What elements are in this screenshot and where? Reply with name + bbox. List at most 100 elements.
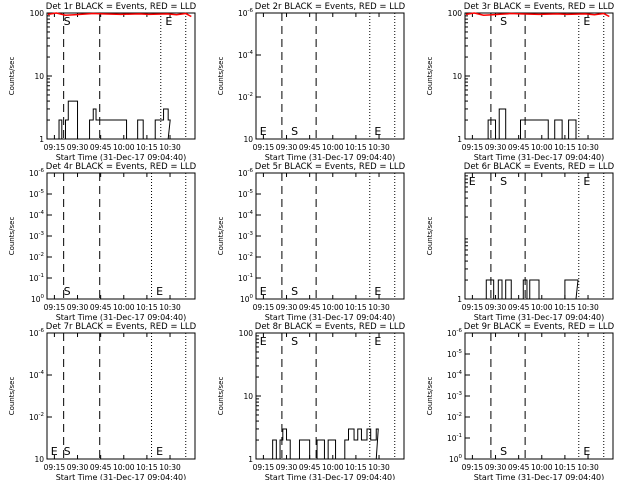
x-tick-label: 10:30	[159, 303, 181, 312]
y-tick-label: 100	[448, 9, 463, 18]
y-tick-label: 10-6	[238, 8, 254, 18]
panel-title: Det 7r BLACK = Events, RED = LLD	[46, 322, 197, 332]
y-tick-label: 1	[39, 135, 44, 144]
x-tick-label: 10:30	[577, 303, 599, 312]
y-axis-label: Counts/sec	[217, 377, 225, 416]
marker-s: S	[64, 15, 71, 28]
y-tick-label: 10-3	[29, 231, 45, 241]
x-tick-label: 09:45	[508, 143, 530, 152]
x-tick-label: 09:45	[299, 463, 321, 472]
x-tick-label: 09:30	[67, 303, 89, 312]
y-axis-label: Counts/sec	[426, 377, 434, 416]
y-tick-label: 10-2	[29, 412, 44, 422]
y-axis-label: Counts/sec	[8, 377, 16, 416]
x-axis-label: Start Time (31-Dec-17 09:04:40)	[265, 153, 396, 162]
x-tick-label: 10:15	[554, 143, 576, 152]
y-tick-label: 100	[30, 9, 45, 18]
x-tick-label: 10:15	[345, 303, 367, 312]
marker-s: S	[291, 285, 298, 298]
lld-series	[47, 12, 192, 18]
x-tick-label: 09:30	[67, 143, 89, 152]
x-tick-label: 10:30	[368, 143, 390, 152]
marker-e: E	[583, 175, 590, 188]
marker-e: E	[374, 335, 381, 348]
x-tick-label: 10:00	[531, 143, 553, 152]
x-tick-label: 10:00	[113, 463, 135, 472]
plot-frame	[46, 332, 196, 460]
x-tick-label: 10:30	[577, 143, 599, 152]
y-tick-label: 10-6	[238, 168, 254, 178]
x-tick-label: 10:15	[136, 303, 158, 312]
x-tick-label: 09:15	[44, 303, 66, 312]
y-tick-label: 10-2	[447, 412, 462, 422]
x-tick-label: 10:00	[113, 143, 135, 152]
marker-e: E	[260, 125, 267, 138]
y-tick-label: 10-5	[238, 189, 254, 199]
y-axis-label: Counts/sec	[217, 217, 225, 256]
marker-e: E	[583, 15, 590, 28]
panel-title: Det 8r BLACK = Events, RED = LLD	[255, 322, 406, 332]
y-tick-label: 1	[457, 135, 462, 144]
plot-frame	[255, 12, 405, 140]
y-tick-label: 10-3	[238, 231, 254, 241]
x-tick-label: 09:45	[299, 143, 321, 152]
x-tick-label: 09:30	[485, 463, 507, 472]
y-tick-label: 10-2	[238, 252, 253, 262]
x-tick-label: 09:30	[485, 303, 507, 312]
y-tick-label: 10	[243, 135, 253, 144]
y-tick-label: 100	[240, 294, 254, 304]
x-tick-label: 09:30	[67, 463, 89, 472]
marker-e: E	[469, 175, 476, 188]
marker-s: S	[291, 335, 298, 348]
y-tick-label: 10-2	[29, 252, 44, 262]
marker-e: E	[260, 335, 267, 348]
events-series	[483, 279, 579, 300]
y-tick-label: 10-1	[29, 273, 44, 283]
x-tick-label: 10:30	[368, 463, 390, 472]
y-tick-label: 1	[457, 295, 462, 304]
lld-series	[465, 12, 610, 18]
x-axis-label: Start Time (31-Dec-17 09:04:40)	[56, 473, 187, 480]
y-tick-label: 10-4	[29, 210, 45, 220]
x-axis-label: Start Time (31-Dec-17 09:04:40)	[474, 313, 605, 322]
y-tick-label: 10	[243, 392, 253, 401]
y-axis-label: Counts/sec	[8, 217, 16, 256]
panel-title: Det 3r BLACK = Events, RED = LLD	[464, 2, 615, 12]
x-tick-label: 10:00	[531, 463, 553, 472]
y-tick-label: 10-2	[238, 92, 253, 102]
y-tick-label: 10-4	[447, 370, 463, 380]
y-tick-label: 100	[239, 329, 254, 338]
y-tick-label: 10-1	[238, 273, 253, 283]
x-tick-label: 10:00	[113, 303, 135, 312]
x-tick-label: 09:45	[508, 463, 530, 472]
x-tick-label: 09:30	[276, 303, 298, 312]
marker-e: E	[156, 445, 163, 458]
x-tick-label: 09:15	[462, 143, 484, 152]
y-tick-label: 1	[248, 455, 253, 464]
marker-e: E	[260, 285, 267, 298]
y-tick-label: 10	[452, 72, 462, 81]
y-tick-label: 10	[34, 455, 44, 464]
y-tick-label: 10-3	[447, 391, 463, 401]
x-tick-label: 09:30	[485, 143, 507, 152]
events-series	[265, 428, 379, 460]
y-tick-label: 100	[31, 294, 45, 304]
x-tick-label: 10:15	[136, 143, 158, 152]
panel-title: Det 6r BLACK = Events, RED = LLD	[464, 162, 615, 172]
marker-s: S	[500, 445, 507, 458]
x-tick-label: 10:15	[554, 303, 576, 312]
marker-s: S	[500, 15, 507, 28]
plot-frame	[46, 172, 196, 300]
plot-frame	[464, 332, 614, 460]
x-tick-label: 10:15	[345, 143, 367, 152]
x-tick-label: 09:15	[253, 303, 275, 312]
x-tick-label: 10:15	[136, 463, 158, 472]
